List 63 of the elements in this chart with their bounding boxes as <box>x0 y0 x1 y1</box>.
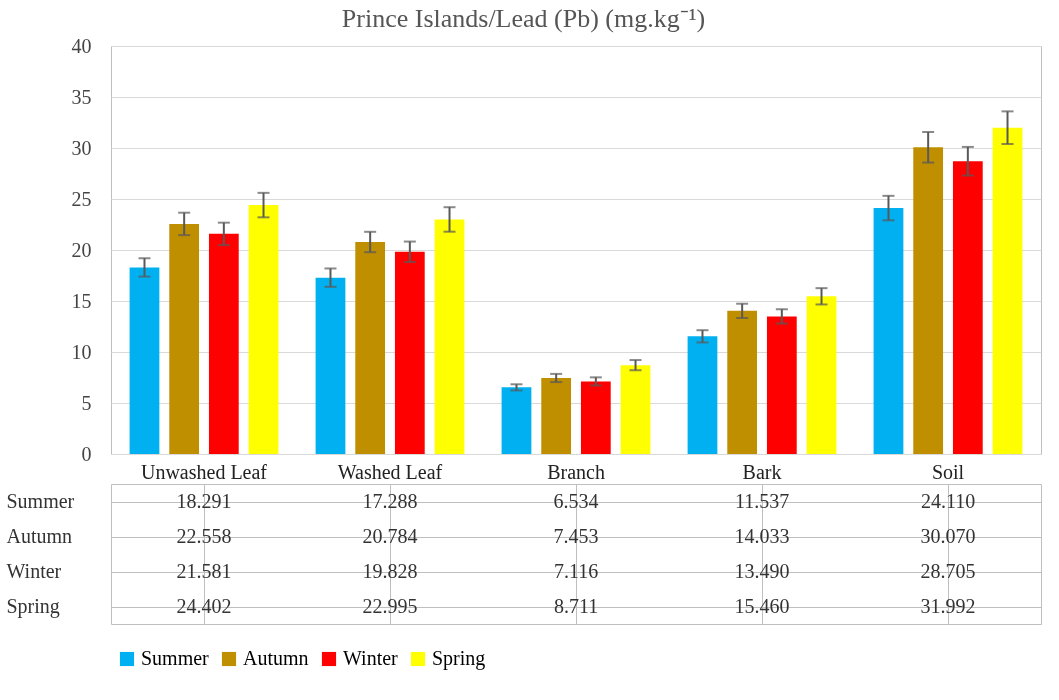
data-label: 30.070 <box>920 524 976 547</box>
data-label: 6.534 <box>553 489 599 512</box>
text: Autumn <box>6 525 73 547</box>
x-tick-label: Soil <box>931 460 965 483</box>
data-label: 8.711 <box>553 594 599 617</box>
bar <box>355 242 386 454</box>
bar <box>169 223 200 454</box>
bar <box>208 233 239 454</box>
bar <box>129 267 160 454</box>
data-label: 17.288 <box>362 489 418 512</box>
data-label: 20.784 <box>362 524 418 547</box>
bar <box>434 219 465 454</box>
data-label: 22.995 <box>362 594 418 617</box>
bar <box>501 387 532 454</box>
y-tick-label: 30 <box>71 136 92 159</box>
x-tick-label: Bark <box>742 460 782 483</box>
data-label: 18.291 <box>176 489 232 512</box>
data-label: 13.490 <box>734 559 790 582</box>
bar <box>727 310 758 454</box>
bar <box>620 365 651 454</box>
data-label: 31.992 <box>920 594 976 617</box>
data-label: 24.110 <box>920 489 976 512</box>
y-tick-label: 15 <box>71 289 92 312</box>
x-tick-label: Branch <box>547 460 605 483</box>
y-tick-label: 35 <box>71 85 92 108</box>
bar <box>873 208 904 454</box>
data-label: 7.453 <box>553 524 599 547</box>
bar <box>806 296 837 454</box>
data-label: 7.116 <box>553 559 599 582</box>
text: Summer <box>6 490 75 512</box>
data-label: 22.558 <box>176 524 232 547</box>
bar <box>992 127 1023 454</box>
data-label: 24.402 <box>176 594 232 617</box>
data-label: 28.705 <box>920 559 976 582</box>
text: Winter <box>6 560 62 582</box>
text: Spring <box>6 595 60 617</box>
data-label: 14.033 <box>734 524 790 547</box>
x-tick-label: Washed Leaf <box>337 460 443 483</box>
y-tick-label: 0 <box>81 442 92 465</box>
legend-label: Winter <box>343 647 399 669</box>
y-tick-label: 25 <box>71 187 92 210</box>
bar <box>952 161 983 454</box>
bar <box>913 147 944 454</box>
legend-label: Summer <box>141 647 210 669</box>
data-label: 11.537 <box>734 489 790 512</box>
chart-title: Prince Islands/Lead (Pb) (mg.kg⁻¹) <box>341 3 706 33</box>
legend-label: Spring <box>432 647 486 670</box>
bar <box>766 316 797 454</box>
bar <box>315 277 346 454</box>
y-tick-label: 10 <box>71 340 92 363</box>
legend-label: Autumn <box>243 647 309 669</box>
bar <box>394 251 425 454</box>
bar <box>248 205 279 454</box>
bar <box>580 381 611 454</box>
y-tick-label: 20 <box>71 238 92 261</box>
data-label: 15.460 <box>734 594 790 617</box>
y-tick-label: 40 <box>71 34 92 57</box>
y-tick-label: 5 <box>81 391 92 414</box>
x-tick-label: Unwashed Leaf <box>140 460 268 483</box>
data-label: 19.828 <box>362 559 418 582</box>
bar <box>687 336 718 454</box>
data-label: 21.581 <box>176 559 232 582</box>
bar <box>541 377 572 454</box>
